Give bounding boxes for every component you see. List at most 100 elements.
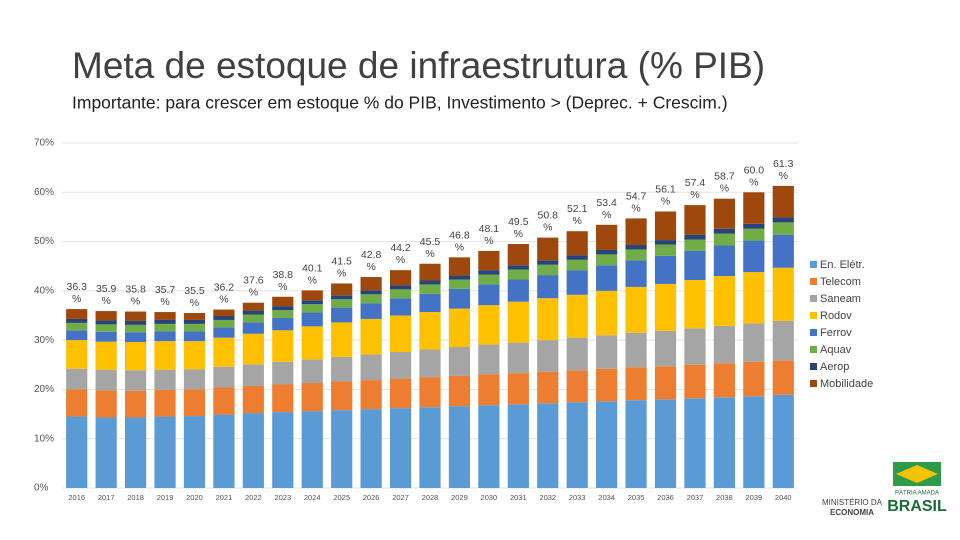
bar-segment: [713, 245, 735, 277]
bar-segment: [154, 312, 176, 320]
bar-segment: [596, 335, 618, 369]
bar-segment: [743, 272, 765, 324]
bar-segment: [419, 377, 441, 408]
total-label: 58.7%: [714, 170, 735, 194]
x-tick-label: 2031: [510, 493, 527, 502]
total-label: 41.5%: [331, 255, 352, 279]
x-tick-label: 2016: [68, 493, 85, 502]
bar-segment: [95, 320, 117, 325]
bar-segment: [213, 319, 235, 328]
bar-segment: [125, 417, 147, 488]
legend-label: En. Elétr.: [820, 259, 865, 271]
bar-segment: [478, 374, 500, 406]
legend-label: Aerop: [820, 361, 849, 373]
bar-segment: [360, 277, 382, 291]
bar-segment: [772, 234, 794, 268]
bar-segment: [448, 347, 471, 376]
bar-segment: [213, 387, 235, 415]
bar-segment: [183, 323, 206, 332]
bar-segment: [772, 394, 794, 488]
legend-swatch: [810, 380, 817, 387]
bar-segment: [713, 228, 735, 234]
total-label: 54.7%: [626, 190, 647, 214]
bar-segment: [448, 279, 471, 289]
bar-segment: [272, 330, 294, 362]
bar-segment: [478, 344, 500, 375]
bar-segment: [389, 298, 412, 316]
bar-segment: [537, 403, 559, 488]
x-tick-label: 2029: [451, 493, 468, 502]
bar-segment: [537, 298, 559, 341]
bar-segment: [301, 411, 323, 488]
bar-segment: [743, 223, 765, 229]
bar-segment: [654, 211, 677, 241]
bar-segment: [360, 409, 382, 488]
total-label: 36.3%: [67, 281, 88, 305]
bar-segment: [625, 249, 647, 261]
ministry: MINISTÉRIO DA: [822, 498, 883, 507]
bar-segment: [596, 254, 618, 266]
bar-segment: [743, 192, 765, 224]
x-tick-label: 2025: [333, 493, 350, 502]
bar-segment: [183, 341, 206, 370]
bar-segment: [772, 320, 794, 361]
bar-segment: [478, 250, 500, 271]
y-tick-label: 10%: [34, 433, 54, 444]
bar-segment: [478, 305, 500, 345]
bar-segment: [654, 399, 677, 488]
bar-segment: [625, 260, 647, 287]
bar-segment: [507, 269, 529, 280]
bar-segment: [272, 306, 294, 311]
legend-label: Aquav: [820, 344, 852, 356]
bar-segment: [183, 319, 206, 324]
bar-segment: [537, 260, 559, 265]
legend-swatch: [810, 346, 817, 353]
logo-text: BRASIL: [887, 498, 947, 515]
bar-segment: [566, 231, 588, 256]
bar-segment: [389, 378, 412, 409]
bar-segment: [596, 290, 618, 336]
bar-segment: [360, 294, 382, 304]
bar-segment: [154, 389, 176, 417]
y-tick-label: 70%: [34, 138, 54, 149]
bar-segment: [301, 290, 323, 301]
bar-segment: [654, 240, 677, 245]
bar-segment: [301, 383, 323, 412]
bar-segment: [95, 341, 117, 370]
bar-segment: [654, 255, 677, 284]
bar-segment: [537, 264, 559, 276]
bar-segment: [242, 314, 264, 323]
bar-segment: [596, 401, 618, 488]
bar-segment: [95, 369, 117, 391]
bar-segment: [95, 417, 117, 488]
bar-segment: [448, 308, 471, 348]
bar-segment: [566, 294, 588, 338]
total-label: 53.4%: [596, 197, 617, 221]
bar-segment: [743, 240, 765, 273]
total-label: 35.7%: [155, 284, 176, 308]
bar-segment: [772, 185, 794, 218]
bar-segment: [625, 367, 647, 401]
legend-label: Telecom: [820, 276, 861, 288]
bar-segment: [596, 265, 618, 291]
legend-swatch: [810, 261, 817, 268]
y-tick-label: 0%: [34, 483, 49, 494]
bar-segment: [360, 318, 382, 355]
y-tick-label: 40%: [34, 285, 54, 296]
logo-flag: [896, 465, 938, 483]
bar-segment: [713, 198, 735, 229]
bar-segment: [743, 228, 765, 241]
bar-segment: [625, 218, 647, 246]
total-label: 38.8%: [273, 269, 294, 293]
bar-segment: [272, 384, 294, 413]
bar-segment: [684, 398, 706, 488]
bar-segment: [125, 342, 147, 371]
x-tick-label: 2033: [569, 493, 586, 502]
bar-segment: [66, 309, 88, 319]
bar-segment: [507, 244, 529, 266]
total-label: 44.2%: [390, 242, 411, 266]
bar-segment: [213, 315, 235, 320]
bar-segment: [213, 309, 235, 316]
bar-segment: [95, 331, 117, 342]
bar-segment: [625, 245, 647, 250]
